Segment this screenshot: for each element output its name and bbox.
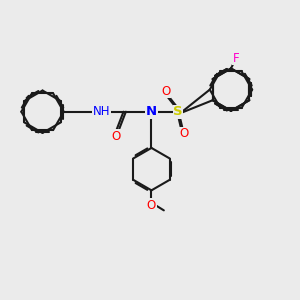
Text: O: O: [112, 130, 121, 143]
Text: NH: NH: [93, 105, 110, 118]
Text: F: F: [233, 52, 240, 64]
Text: N: N: [146, 105, 157, 118]
Text: O: O: [162, 85, 171, 98]
Text: O: O: [179, 127, 188, 140]
Text: S: S: [173, 105, 183, 118]
Text: O: O: [147, 199, 156, 212]
